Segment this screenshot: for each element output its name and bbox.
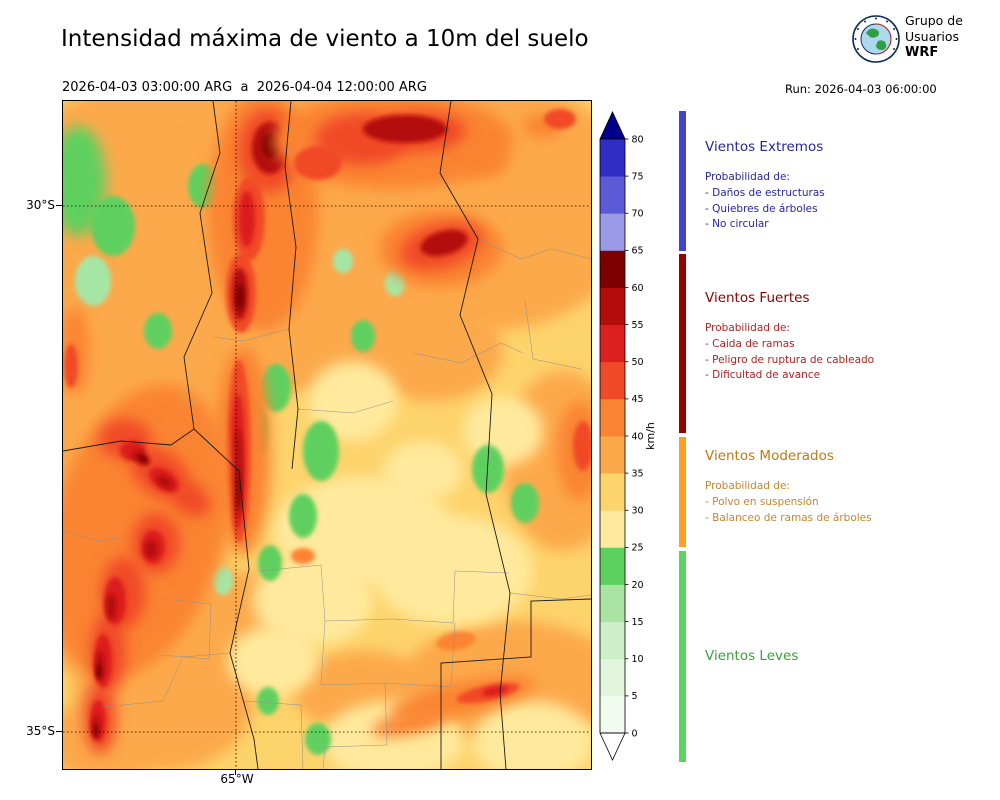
legend-title-leves: Vientos Leves bbox=[705, 648, 799, 664]
legend-body-fuertes: Probabilidad de: - Caida de ramas - Peli… bbox=[705, 322, 875, 382]
colorbar-tick-label: 80 bbox=[632, 134, 644, 145]
colorbar-tick-label: 65 bbox=[632, 246, 644, 257]
wind-shading-layer bbox=[13, 51, 633, 781]
logo-line-3: WRF bbox=[905, 45, 939, 60]
legend-block-fuertes: Vientos Fuertes Probabilidad de: - Caida… bbox=[705, 290, 995, 384]
lat-tick-30s bbox=[56, 205, 62, 206]
colorbar-tick-label: 50 bbox=[632, 357, 644, 368]
legend-body-moderados: Probabilidad de: - Polvo en suspensión -… bbox=[705, 480, 872, 524]
lat-tick-35s bbox=[56, 731, 62, 732]
colorbar-tick-label: 30 bbox=[632, 506, 644, 517]
colorbar-tick-label: 10 bbox=[632, 654, 644, 665]
colorbar: 0 5 10 15 20 25 30 35 40 45 50 55 60 65 70 75 80 km/h bbox=[598, 100, 678, 775]
globe-icon bbox=[852, 15, 900, 63]
boundaries-layer bbox=[62, 100, 592, 770]
category-bar-moderados bbox=[679, 437, 686, 547]
colorbar-unit-label: km/h bbox=[644, 422, 657, 450]
colorbar-tick-label: 60 bbox=[632, 283, 644, 294]
legend-block-extremos: Vientos Extremos Probabilidad de: - Daño… bbox=[705, 139, 995, 233]
lon-tick-65w bbox=[235, 769, 236, 775]
lon-label-65w: 65°W bbox=[220, 772, 254, 786]
model-run-label: Run: 2026-04-03 06:00:00 bbox=[785, 82, 937, 96]
wind-intensity-map bbox=[13, 51, 633, 781]
category-bar-leves bbox=[679, 551, 686, 762]
page-title: Intensidad máxima de viento a 10m del su… bbox=[61, 26, 589, 52]
legend-title-fuertes: Vientos Fuertes bbox=[705, 290, 810, 306]
colorbar-tick-label: 75 bbox=[632, 171, 644, 182]
wrf-user-group-logo bbox=[851, 14, 901, 64]
colorbar-tick-label: 55 bbox=[632, 320, 644, 331]
colorbar-tick-label: 15 bbox=[632, 617, 644, 628]
valid-period-label: 2026-04-03 03:00:00 ARG a 2026-04-04 12:… bbox=[62, 80, 427, 95]
category-bar-fuertes bbox=[679, 254, 686, 433]
colorbar-tick-label: 35 bbox=[632, 468, 644, 479]
colorbar-tick-label: 45 bbox=[632, 394, 644, 405]
lat-label-35s: 35°S bbox=[26, 724, 55, 738]
colorbar-tick-label: 40 bbox=[632, 431, 644, 442]
logo-line-2: Usuarios bbox=[905, 29, 960, 44]
colorbar-scale: 0 5 10 15 20 25 30 35 40 45 50 55 60 65 70 75 80 km/h bbox=[599, 111, 657, 761]
colorbar-tick-label: 70 bbox=[632, 209, 644, 220]
colorbar-tick-label: 25 bbox=[632, 543, 644, 554]
legend-title-extremos: Vientos Extremos bbox=[705, 139, 824, 155]
colorbar-tick-label: 0 bbox=[632, 728, 638, 739]
lat-label-30s: 30°S bbox=[26, 198, 55, 212]
logo-text: Grupo de Usuarios WRF bbox=[905, 13, 963, 61]
legend-title-moderados: Vientos Moderados bbox=[705, 448, 834, 464]
colorbar-tick-label: 5 bbox=[632, 691, 638, 702]
gridlines-layer bbox=[63, 101, 591, 769]
logo-line-1: Grupo de bbox=[905, 13, 963, 28]
legend-body-extremos: Probabilidad de: - Daños de estructuras … bbox=[705, 171, 825, 231]
map-plot bbox=[13, 51, 633, 781]
category-bar-extremos bbox=[679, 111, 686, 251]
colorbar-tick-label: 20 bbox=[632, 580, 644, 591]
legend-block-moderados: Vientos Moderados Probabilidad de: - Pol… bbox=[705, 448, 995, 526]
legend-block-leves: Vientos Leves bbox=[705, 648, 995, 679]
